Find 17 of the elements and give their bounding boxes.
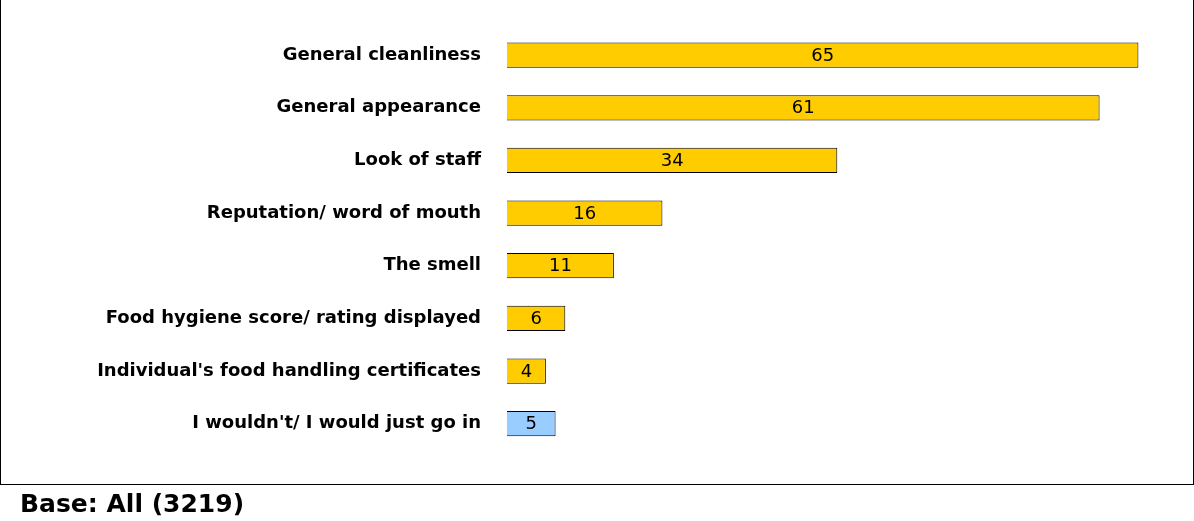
data-label: 5 [525,412,538,434]
data-label: 4 [520,359,533,381]
data-label: 65 [811,43,835,65]
y-tick-label: Individual's food handling certificates [97,358,481,380]
y-tick-label: General appearance [276,95,481,117]
text: Base: All (3219) [20,488,245,520]
y-tick-label: Reputation/ word of mouth [206,200,481,222]
y-tick-label: I wouldn't/ I would just go in [192,411,481,433]
data-label: 34 [660,149,684,171]
data-label: 61 [791,96,815,118]
data-label: 11 [548,254,572,276]
y-tick-label: The smell [383,253,481,275]
y-tick-label: General cleanliness [282,42,481,64]
y-tick-label: Look of staff [354,148,482,170]
data-label: 16 [573,201,597,223]
y-tick-label: Food hygiene score/ rating displayed [105,306,481,328]
data-label: 6 [530,307,542,329]
